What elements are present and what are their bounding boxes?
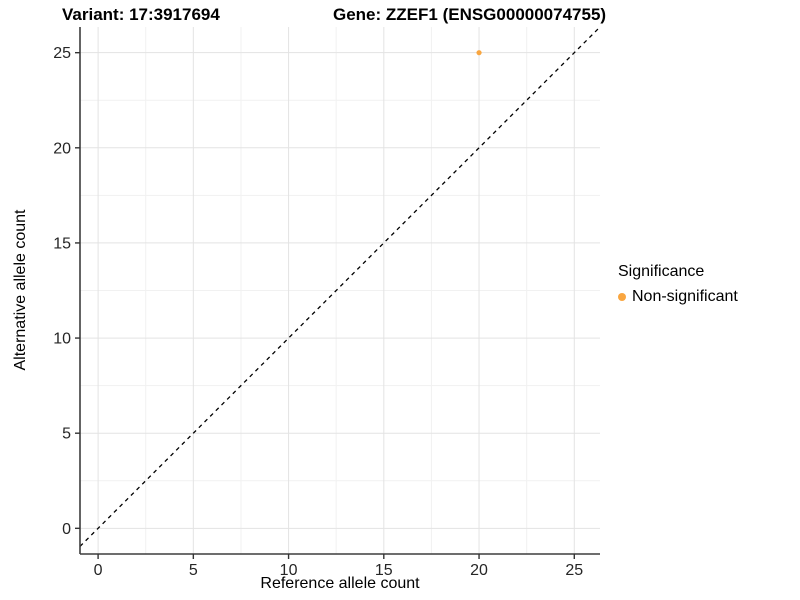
y-tick-label: 25 (53, 45, 71, 62)
legend-item-label: Non-significant (632, 288, 738, 305)
x-tick-label: 0 (94, 562, 103, 579)
y-tick-label: 10 (53, 331, 71, 348)
y-tick-label: 0 (62, 521, 71, 538)
x-tick-label: 5 (189, 562, 198, 579)
y-tick-label: 5 (62, 426, 71, 443)
y-tick-label: 15 (53, 235, 71, 252)
y-tick-label: 20 (53, 140, 71, 157)
plot-title-gene: Gene: ZZEF1 (ENSG00000074755) (333, 5, 607, 24)
legend: Significance Non-significant (618, 263, 738, 306)
x-tick-label: 15 (375, 562, 393, 579)
legend-title: Significance (618, 263, 705, 280)
x-tick-label: 25 (565, 562, 583, 579)
data-point (476, 50, 482, 56)
x-axis-title: Reference allele count (260, 575, 420, 592)
legend-point-icon (618, 293, 626, 301)
legend-item-non-significant: Non-significant (618, 288, 738, 306)
plot-title-variant: Variant: 17:3917694 (62, 5, 220, 24)
identity-reference-line (79, 26, 601, 547)
y-axis-title: Alternative allele count (12, 209, 29, 371)
x-tick-label: 10 (280, 562, 298, 579)
x-tick-label: 20 (470, 562, 488, 579)
